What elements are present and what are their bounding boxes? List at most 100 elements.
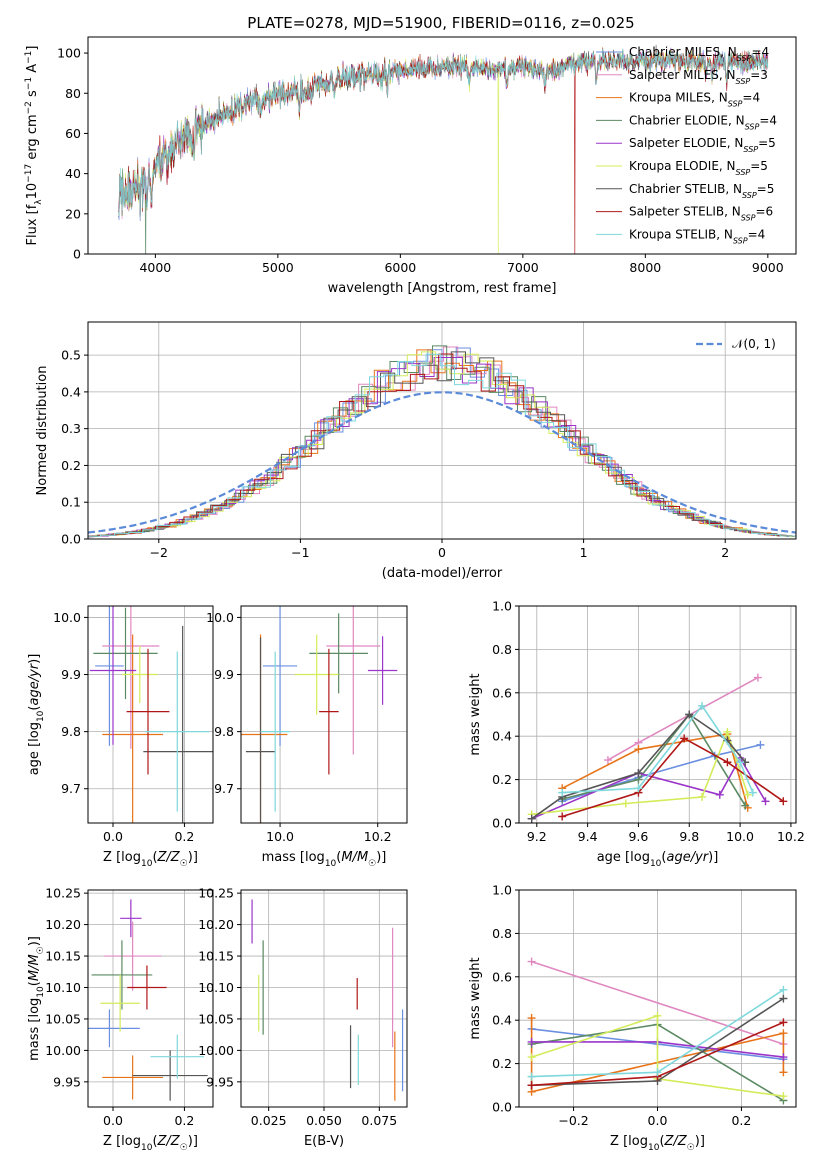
series-marker-4 (779, 1053, 788, 1062)
y-tick-label: 10.15 (45, 949, 81, 964)
y-tick-label: 0.4 (492, 729, 512, 744)
series-marker-1 (603, 756, 612, 765)
plot-area (118, 44, 769, 254)
series-marker-7 (558, 812, 567, 821)
y-tick-label: 0.2 (61, 458, 81, 473)
panel-mass_vs_ebv: 0.025 0.050 0.075 9.95 10.00 10.05 10.10 10.15 1… (198, 886, 408, 1149)
y-tick-label: 100 (57, 46, 81, 61)
errorbar-point-6 (143, 625, 213, 823)
y-tick-label: 9.9 (61, 667, 81, 682)
y-tick-label: 10.05 (198, 1011, 234, 1026)
x-tick-label: 0 (438, 545, 446, 560)
panel-residuals: −2 −1 0 1 2 0.0 0.1 0.2 0.3 0.4 0.5 (data-model)/er… (35, 321, 797, 581)
series-marker-8 (634, 784, 643, 793)
x-tick-label: −1 (291, 545, 309, 560)
errorbar-point-7 (127, 965, 167, 1010)
series-marker-7 (779, 1018, 788, 1027)
series-line-7 (561, 737, 784, 818)
series-marker-5 (653, 1011, 662, 1020)
series-marker-6 (685, 710, 694, 719)
errorbar-point-5 (121, 645, 158, 704)
y-tick-label: 10.05 (45, 1011, 81, 1026)
x-tick-label: 4000 (139, 260, 171, 275)
x-axis-label: mass [log10(M/M☉)] (262, 850, 387, 869)
axes-frame (518, 605, 797, 824)
plot-area (88, 345, 796, 538)
series-marker-8 (697, 701, 706, 710)
series-marker-7 (680, 734, 689, 743)
y-tick-label: 0.8 (492, 642, 512, 657)
series-marker-2 (527, 1014, 536, 1023)
legend-label-1: Salpeter MILES, NSSP=3 (629, 68, 768, 86)
y-tick-label: 10.20 (198, 917, 234, 932)
series-marker-8 (779, 985, 788, 994)
y-tick-label: 0.8 (492, 926, 512, 941)
x-axis-label: Z [log10(Z/Z☉)] (610, 1134, 705, 1153)
x-axis-label: E(B-V) (304, 1134, 344, 1149)
x-tick-label: 10.0 (266, 829, 294, 844)
series-marker-5 (621, 799, 630, 808)
series-marker-4 (715, 790, 724, 799)
series-marker-8 (653, 1068, 662, 1077)
x-tick-label: 10.0 (726, 829, 754, 844)
y-tick-label: 0.2 (492, 772, 512, 787)
plot-area (251, 899, 404, 1101)
y-tick-label: 0.4 (61, 384, 81, 399)
legend-label-7: Salpeter STELIB, NSSP=6 (629, 205, 773, 223)
histogram-6 (88, 351, 796, 537)
x-tick-label: 7000 (507, 260, 539, 275)
series-marker-2 (634, 745, 643, 754)
x-tick-label: 0.025 (251, 1113, 287, 1128)
errorbar-point-1 (102, 606, 160, 749)
legend-label-8: Kroupa STELIB, NSSP=4 (629, 227, 765, 245)
series-marker-4 (761, 797, 770, 806)
errorbar-point-4 (367, 636, 398, 705)
errorbar-point-4 (120, 899, 142, 938)
series-marker-5 (527, 1053, 536, 1062)
series-marker-5 (697, 792, 706, 801)
normal-reference-curve (88, 391, 796, 534)
x-tick-label: 6000 (384, 260, 416, 275)
series-marker-0 (756, 740, 765, 749)
errorbar-point-2 (102, 634, 163, 823)
y-axis-label: Flux [fλ10−17 erg cm−2 s−1 A−1] (24, 46, 44, 246)
y-tick-label: 10.25 (198, 886, 234, 901)
legend-label-4: Salpeter ELODIE, NSSP=5 (629, 136, 776, 154)
y-tick-label: 9.95 (206, 1074, 234, 1089)
series-marker-3 (741, 801, 750, 810)
errorbar-point-1 (326, 606, 381, 755)
y-tick-label: 9.7 (214, 781, 234, 796)
y-tick-label: 0.0 (492, 816, 512, 831)
y-tick-label: 9.9 (214, 667, 234, 682)
series-marker-8 (527, 1072, 536, 1081)
series-marker-1 (527, 957, 536, 966)
x-tick-label: 5000 (262, 260, 294, 275)
y-axis-label: mass weight (468, 673, 483, 755)
errorbar-point-3 (91, 940, 153, 1010)
y-tick-label: 1.0 (492, 599, 512, 614)
y-tick-label: 10.25 (45, 886, 81, 901)
x-tick-label: 9.8 (679, 829, 699, 844)
y-tick-label: 9.8 (214, 724, 234, 739)
series-marker-5 (723, 727, 732, 736)
x-tick-label: 0.075 (361, 1113, 397, 1128)
x-tick-label: 0.0 (648, 1113, 668, 1128)
x-axis-label: (data-model)/error (382, 566, 503, 581)
axes-frame (87, 889, 214, 1108)
series-marker-2 (779, 1029, 788, 1038)
errorbar-point-0 (88, 1009, 140, 1048)
series-line-1 (531, 960, 784, 1045)
histogram-4 (88, 357, 796, 538)
legend-label-0: Chabrier MILES, NSSP=4 (629, 45, 769, 63)
spectrum-line-8 (118, 48, 769, 221)
figure-title: PLATE=0278, MJD=51900, FIBERID=0116, z=0… (247, 14, 634, 32)
errorbar-point-7 (319, 648, 339, 775)
panel-mass_vs_z: 0.0 0.2 9.95 10.00 10.05 10.10 10.15 10.20 10.25… (27, 886, 214, 1153)
series-line-6 (531, 713, 746, 820)
series-marker-8 (558, 788, 567, 797)
errorbar-point-8 (260, 651, 290, 812)
x-tick-label: 10.2 (364, 829, 392, 844)
panel-mass_weight_vs_age: 9.2 9.4 9.6 9.8 10.0 10.2 0.0 0.2 0.4 0.6 0.8 1.0 ag… (468, 599, 805, 870)
x-tick-label: −0.2 (558, 1113, 588, 1128)
axes-frame (87, 605, 214, 824)
